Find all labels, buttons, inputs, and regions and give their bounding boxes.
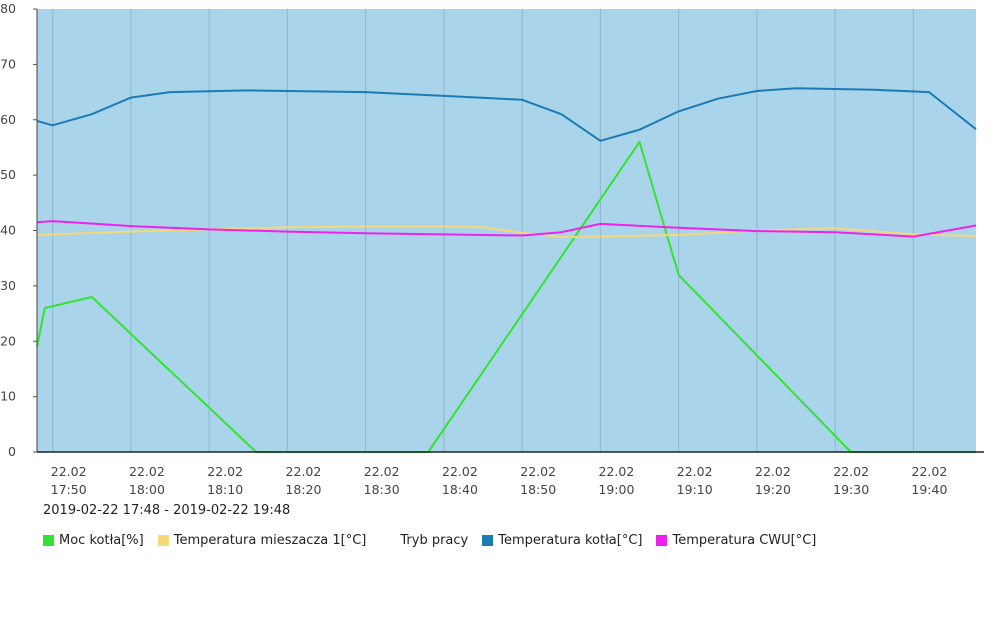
x-tick-date-6: 22.02 [520,464,556,479]
series-line-1 [36,225,977,239]
x-tick-date-11: 22.02 [912,464,948,479]
x-tick-date-3: 22.02 [286,464,322,479]
x-tick-time-1: 18:00 [129,482,165,497]
legend-label-4: Temperatura CWU[°C] [672,533,817,548]
x-tick-date-4: 22.02 [364,464,400,479]
x-tick-time-6: 18:50 [520,482,556,497]
x-tick-date-5: 22.02 [442,464,478,479]
x-tick-date-8: 22.02 [677,464,713,479]
legend-swatch-3 [482,535,494,546]
y-tick-label-3: 30 [0,278,16,293]
x-tick-time-10: 19:30 [833,482,869,497]
legend-item-0[interactable]: Moc kotła[%] [43,533,144,548]
x-tick-date-10: 22.02 [833,464,869,479]
x-tick-time-2: 18:10 [207,482,243,497]
x-tick-time-8: 19:10 [677,482,713,497]
legend-label-0: Moc kotła[%] [59,533,144,548]
x-tick-time-0: 17:50 [51,482,87,497]
series-line-2 [36,87,977,142]
y-tick-label-8: 80 [0,1,16,16]
y-tick-label-2: 20 [0,333,16,348]
legend: Moc kotła[%] Temperatura mieszacza 1[°C] T… [43,533,830,548]
time-range-label: 2019-02-22 17:48 - 2019-02-22 19:48 [43,503,291,518]
legend-label-3: Temperatura kotła[°C] [498,533,643,548]
y-tick-label-7: 70 [0,56,16,71]
x-tick-date-9: 22.02 [755,464,791,479]
x-tick-date-7: 22.02 [599,464,635,479]
y-tick-label-0: 0 [8,444,16,459]
x-tick-date-2: 22.02 [207,464,243,479]
x-tick-time-4: 18:30 [364,482,400,497]
x-tick-date-1: 22.02 [129,464,165,479]
legend-swatch-0 [43,535,54,546]
x-tick-time-3: 18:20 [285,482,321,497]
x-tick-date-0: 22.02 [51,464,87,479]
legend-label-1: Temperatura mieszacza 1[°C] [173,533,367,548]
legend-label-2: Tryb pracy [400,533,469,548]
x-tick-time-11: 19:40 [911,482,947,497]
x-tick-time-5: 18:40 [442,482,478,497]
legend-item-4[interactable]: Temperatura CWU[°C] [656,533,816,548]
y-tick-label-6: 60 [0,112,16,127]
legend-item-2[interactable]: Tryb pracy [400,533,468,548]
line-chart: 0 10 20 30 40 50 60 70 80 22.02 17:50 22.02 18:00 22.… [0,1,984,497]
legend-item-3[interactable]: Temperatura kotła[°C] [482,533,642,548]
x-tick-time-9: 19:20 [755,482,791,497]
series-line-3 [36,220,977,238]
x-tick-time-7: 19:00 [598,482,634,497]
y-tick-label-4: 40 [0,223,16,238]
y-tick-label-5: 50 [0,167,16,182]
legend-item-1[interactable]: Temperatura mieszacza 1[°C] [157,533,367,548]
legend-swatch-1 [157,535,169,546]
legend-swatch-4 [656,535,668,546]
y-tick-label-1: 10 [0,389,16,404]
